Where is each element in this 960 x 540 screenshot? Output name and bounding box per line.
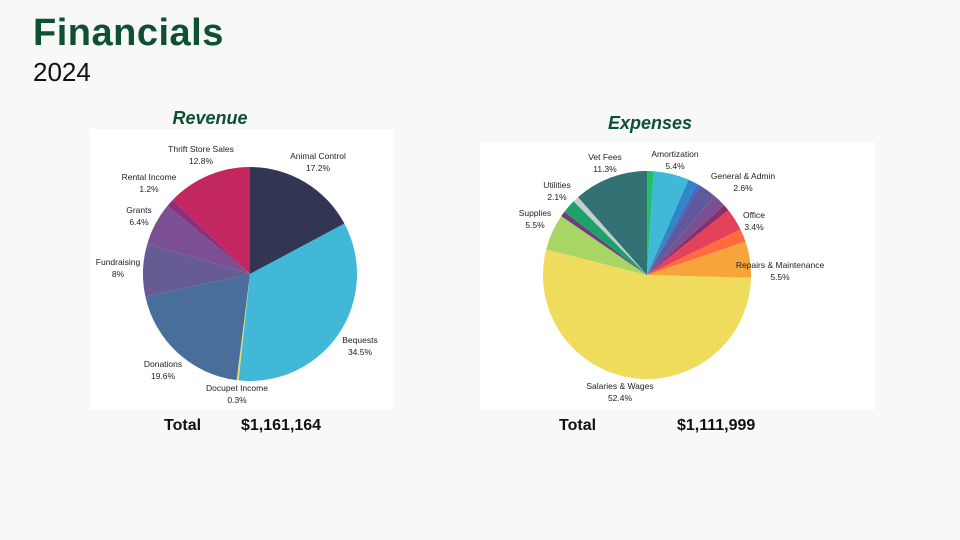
expenses-label-supplies-percent: 5.5% bbox=[525, 220, 545, 230]
expenses-slice-unlabeled-12 bbox=[561, 211, 647, 275]
expenses-label-repairs-and-maintenance-percent: 5.5% bbox=[770, 272, 790, 282]
revenue-label-bequests-name: Bequests bbox=[342, 335, 377, 345]
expenses-label-amortization-percent: 5.4% bbox=[665, 161, 685, 171]
expenses-slice-unlabeled-0 bbox=[647, 171, 654, 275]
expenses-slice-amortization bbox=[647, 171, 689, 275]
revenue-label-thrift-store-sales-name: Thrift Store Sales bbox=[168, 144, 234, 154]
revenue-label-rental-income-percent: 1.2% bbox=[139, 184, 159, 194]
revenue-label-donations-percent: 19.6% bbox=[151, 371, 176, 381]
expenses-label-vet-fees-percent: 11.3% bbox=[593, 164, 617, 174]
revenue-label-rental-income-name: Rental Income bbox=[122, 172, 177, 182]
revenue-label-fundraising-percent: 8% bbox=[112, 269, 125, 279]
revenue-total-label: Total bbox=[164, 417, 202, 434]
revenue-label-grants-percent: 6.4% bbox=[129, 217, 149, 227]
revenue-slice-docupet-income bbox=[236, 274, 250, 381]
revenue-slice-rental-income bbox=[167, 199, 250, 274]
page-title: Financials bbox=[33, 12, 224, 54]
expenses-label-general-and-admin-name: General & Admin bbox=[711, 171, 776, 181]
expenses-pie-chart: Amortization 5.4% General & Admin 2.6% Offic… bbox=[519, 149, 825, 403]
expenses-slice-salaries-and-wages bbox=[543, 249, 751, 380]
expenses-total-value: $1,111,999 bbox=[677, 417, 756, 434]
expenses-slice-general-and-admin bbox=[647, 185, 715, 275]
expenses-label-supplies-name: Supplies bbox=[519, 208, 552, 218]
expenses-slice-unlabeled-6 bbox=[647, 205, 729, 275]
expenses-slice-supplies bbox=[546, 216, 647, 275]
expenses-slice-repairs-and-maintenance bbox=[647, 241, 751, 278]
revenue-slice-thrift-store-sales bbox=[172, 167, 250, 274]
page-year: 2024 bbox=[33, 57, 91, 87]
expenses-slice-unlabeled-3 bbox=[647, 184, 701, 275]
revenue-chart-card: Animal Control 17.2% Bequests 34.5% Docupet … bbox=[90, 129, 393, 410]
revenue-total-value: $1,161,164 bbox=[241, 417, 322, 434]
expenses-label-utilities-name: Utilities bbox=[543, 180, 570, 190]
revenue-label-fundraising-name: Fundraising bbox=[96, 257, 141, 267]
expenses-slice-unlabeled-14 bbox=[573, 197, 647, 275]
expenses-slice-unlabeled-8 bbox=[647, 229, 746, 275]
expenses-label-repairs-and-maintenance-name: Repairs & Maintenance bbox=[736, 260, 825, 270]
expenses-slice-unlabeled-2 bbox=[647, 179, 698, 275]
expenses-label-amortization-name: Amortization bbox=[651, 149, 699, 159]
revenue-slice-donations bbox=[145, 274, 250, 381]
expenses-label-general-and-admin-percent: 2.6% bbox=[733, 183, 753, 193]
revenue-label-animal-control-percent: 17.2% bbox=[306, 163, 331, 173]
expenses-label-salaries-and-wages-percent: 52.4% bbox=[608, 393, 633, 403]
expenses-chart-card: Amortization 5.4% General & Admin 2.6% Offic… bbox=[480, 142, 875, 410]
expenses-label-salaries-and-wages-name: Salaries & Wages bbox=[586, 381, 653, 391]
revenue-pie-chart: Animal Control 17.2% Bequests 34.5% Docupet … bbox=[96, 144, 378, 405]
expenses-slice-vet-fees bbox=[578, 171, 647, 275]
revenue-slice-grants bbox=[147, 205, 250, 274]
expenses-slice-unlabeled-5 bbox=[647, 195, 725, 275]
revenue-label-thrift-store-sales-percent: 12.8% bbox=[189, 156, 214, 166]
expenses-chart-title: Expenses bbox=[607, 113, 693, 133]
revenue-slice-bequests bbox=[238, 223, 357, 381]
revenue-label-docupet-income-name: Docupet Income bbox=[206, 383, 268, 393]
revenue-label-bequests-percent: 34.5% bbox=[348, 347, 373, 357]
revenue-slice-animal-control bbox=[250, 167, 345, 274]
revenue-label-donations-name: Donations bbox=[144, 359, 182, 369]
expenses-label-vet-fees-name: Vet Fees bbox=[588, 152, 622, 162]
revenue-chart-title: Revenue bbox=[172, 108, 248, 128]
revenue-label-animal-control-name: Animal Control bbox=[290, 151, 346, 161]
expenses-slice-office bbox=[647, 210, 741, 275]
revenue-label-docupet-income-percent: 0.3% bbox=[227, 395, 247, 405]
expenses-total-label: Total bbox=[559, 417, 597, 434]
expenses-slice-utilities bbox=[564, 201, 647, 275]
expenses-label-office-name: Office bbox=[743, 210, 765, 220]
expenses-label-utilities-percent: 2.1% bbox=[547, 192, 567, 202]
expenses-label-office-percent: 3.4% bbox=[744, 222, 764, 232]
revenue-slice-fundraising bbox=[143, 243, 250, 297]
revenue-label-grants-name: Grants bbox=[126, 205, 152, 215]
